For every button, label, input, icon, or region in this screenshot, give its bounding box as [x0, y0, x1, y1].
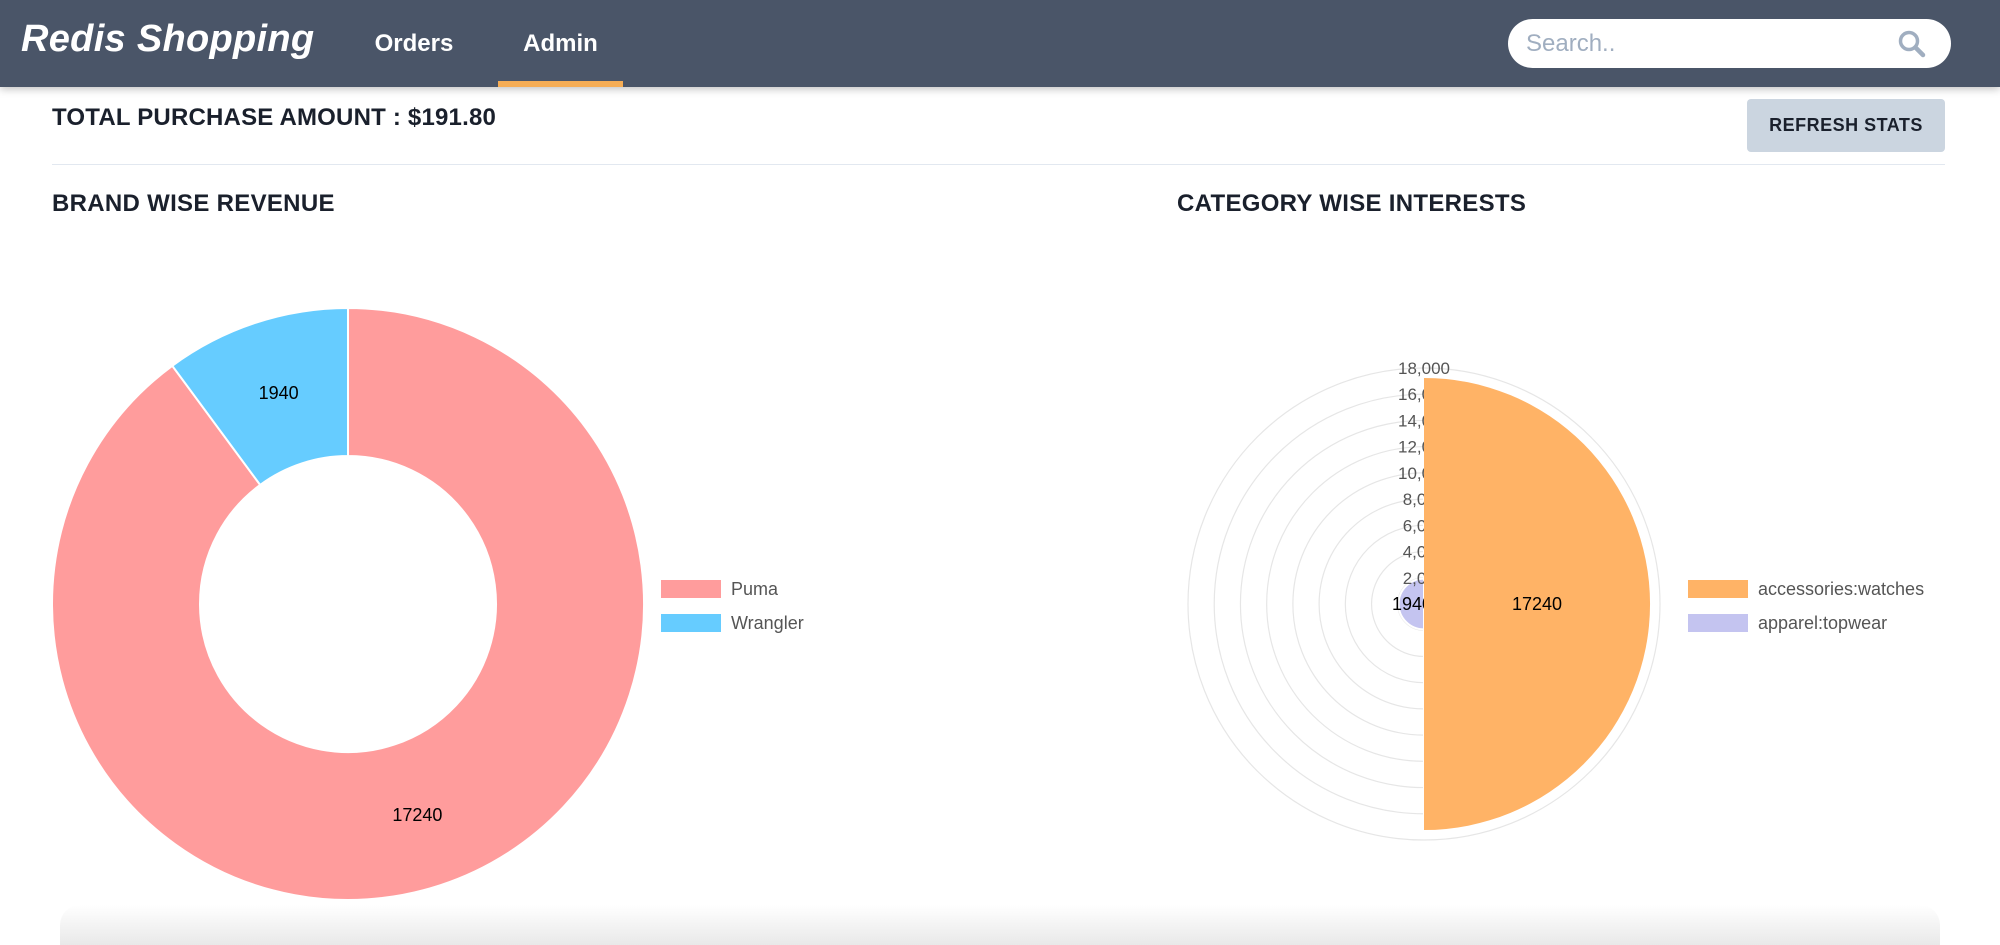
- nav-orders[interactable]: Orders: [374, 29, 454, 57]
- polar-legend-label-apparel-topwear[interactable]: apparel:topwear: [1758, 613, 1887, 633]
- doughnut-slice-puma[interactable]: [51, 306, 645, 901]
- doughnut-label-puma: 17240: [392, 805, 442, 825]
- polar-value-label-front: 17240: [1512, 594, 1562, 614]
- refresh-stats-button[interactable]: REFRESH STATS: [1747, 99, 1945, 152]
- brand-logo[interactable]: Redis Shopping: [21, 18, 315, 60]
- polar-legend-swatch-accessories-watches[interactable]: [1688, 580, 1748, 598]
- top-navbar: Redis Shopping Orders Admin: [0, 0, 2000, 87]
- doughnut-slice-wrangler[interactable]: [170, 306, 349, 487]
- legend-swatch-puma[interactable]: [661, 580, 721, 598]
- brand-revenue-title: BRAND WISE REVENUE: [52, 190, 335, 217]
- polar-label-apparel-topwear: 1940: [1392, 594, 1432, 614]
- active-tab-indicator: [498, 81, 623, 87]
- bottom-fade: [60, 905, 1940, 945]
- total-purchase-amount: TOTAL PURCHASE AMOUNT : $191.80: [52, 104, 497, 131]
- polar-legend-swatch-apparel-topwear[interactable]: [1688, 614, 1748, 632]
- polar-tick-label: 18,000: [1398, 359, 1450, 378]
- doughnut-label-wrangler: 1940: [259, 383, 299, 403]
- nav-admin-label: Admin: [523, 29, 598, 57]
- nav-admin[interactable]: Admin: [498, 0, 623, 87]
- divider: [52, 164, 1945, 165]
- legend-label-puma[interactable]: Puma: [731, 579, 779, 599]
- search-icon[interactable]: [1896, 28, 1928, 60]
- polar-legend-label-accessories-watches[interactable]: accessories:watches: [1758, 579, 1924, 599]
- search-input[interactable]: [1526, 19, 1896, 68]
- category-interests-title: CATEGORY WISE INTERESTS: [1177, 190, 1527, 217]
- legend-swatch-wrangler[interactable]: [661, 614, 721, 632]
- search-box: [1508, 19, 1951, 68]
- polar-slice-apparel-topwear[interactable]: [1397, 577, 1425, 631]
- polar-grid-ring: [1187, 367, 1661, 841]
- legend-label-wrangler[interactable]: Wrangler: [731, 613, 804, 633]
- polar-slice-overlay: [1424, 377, 1651, 831]
